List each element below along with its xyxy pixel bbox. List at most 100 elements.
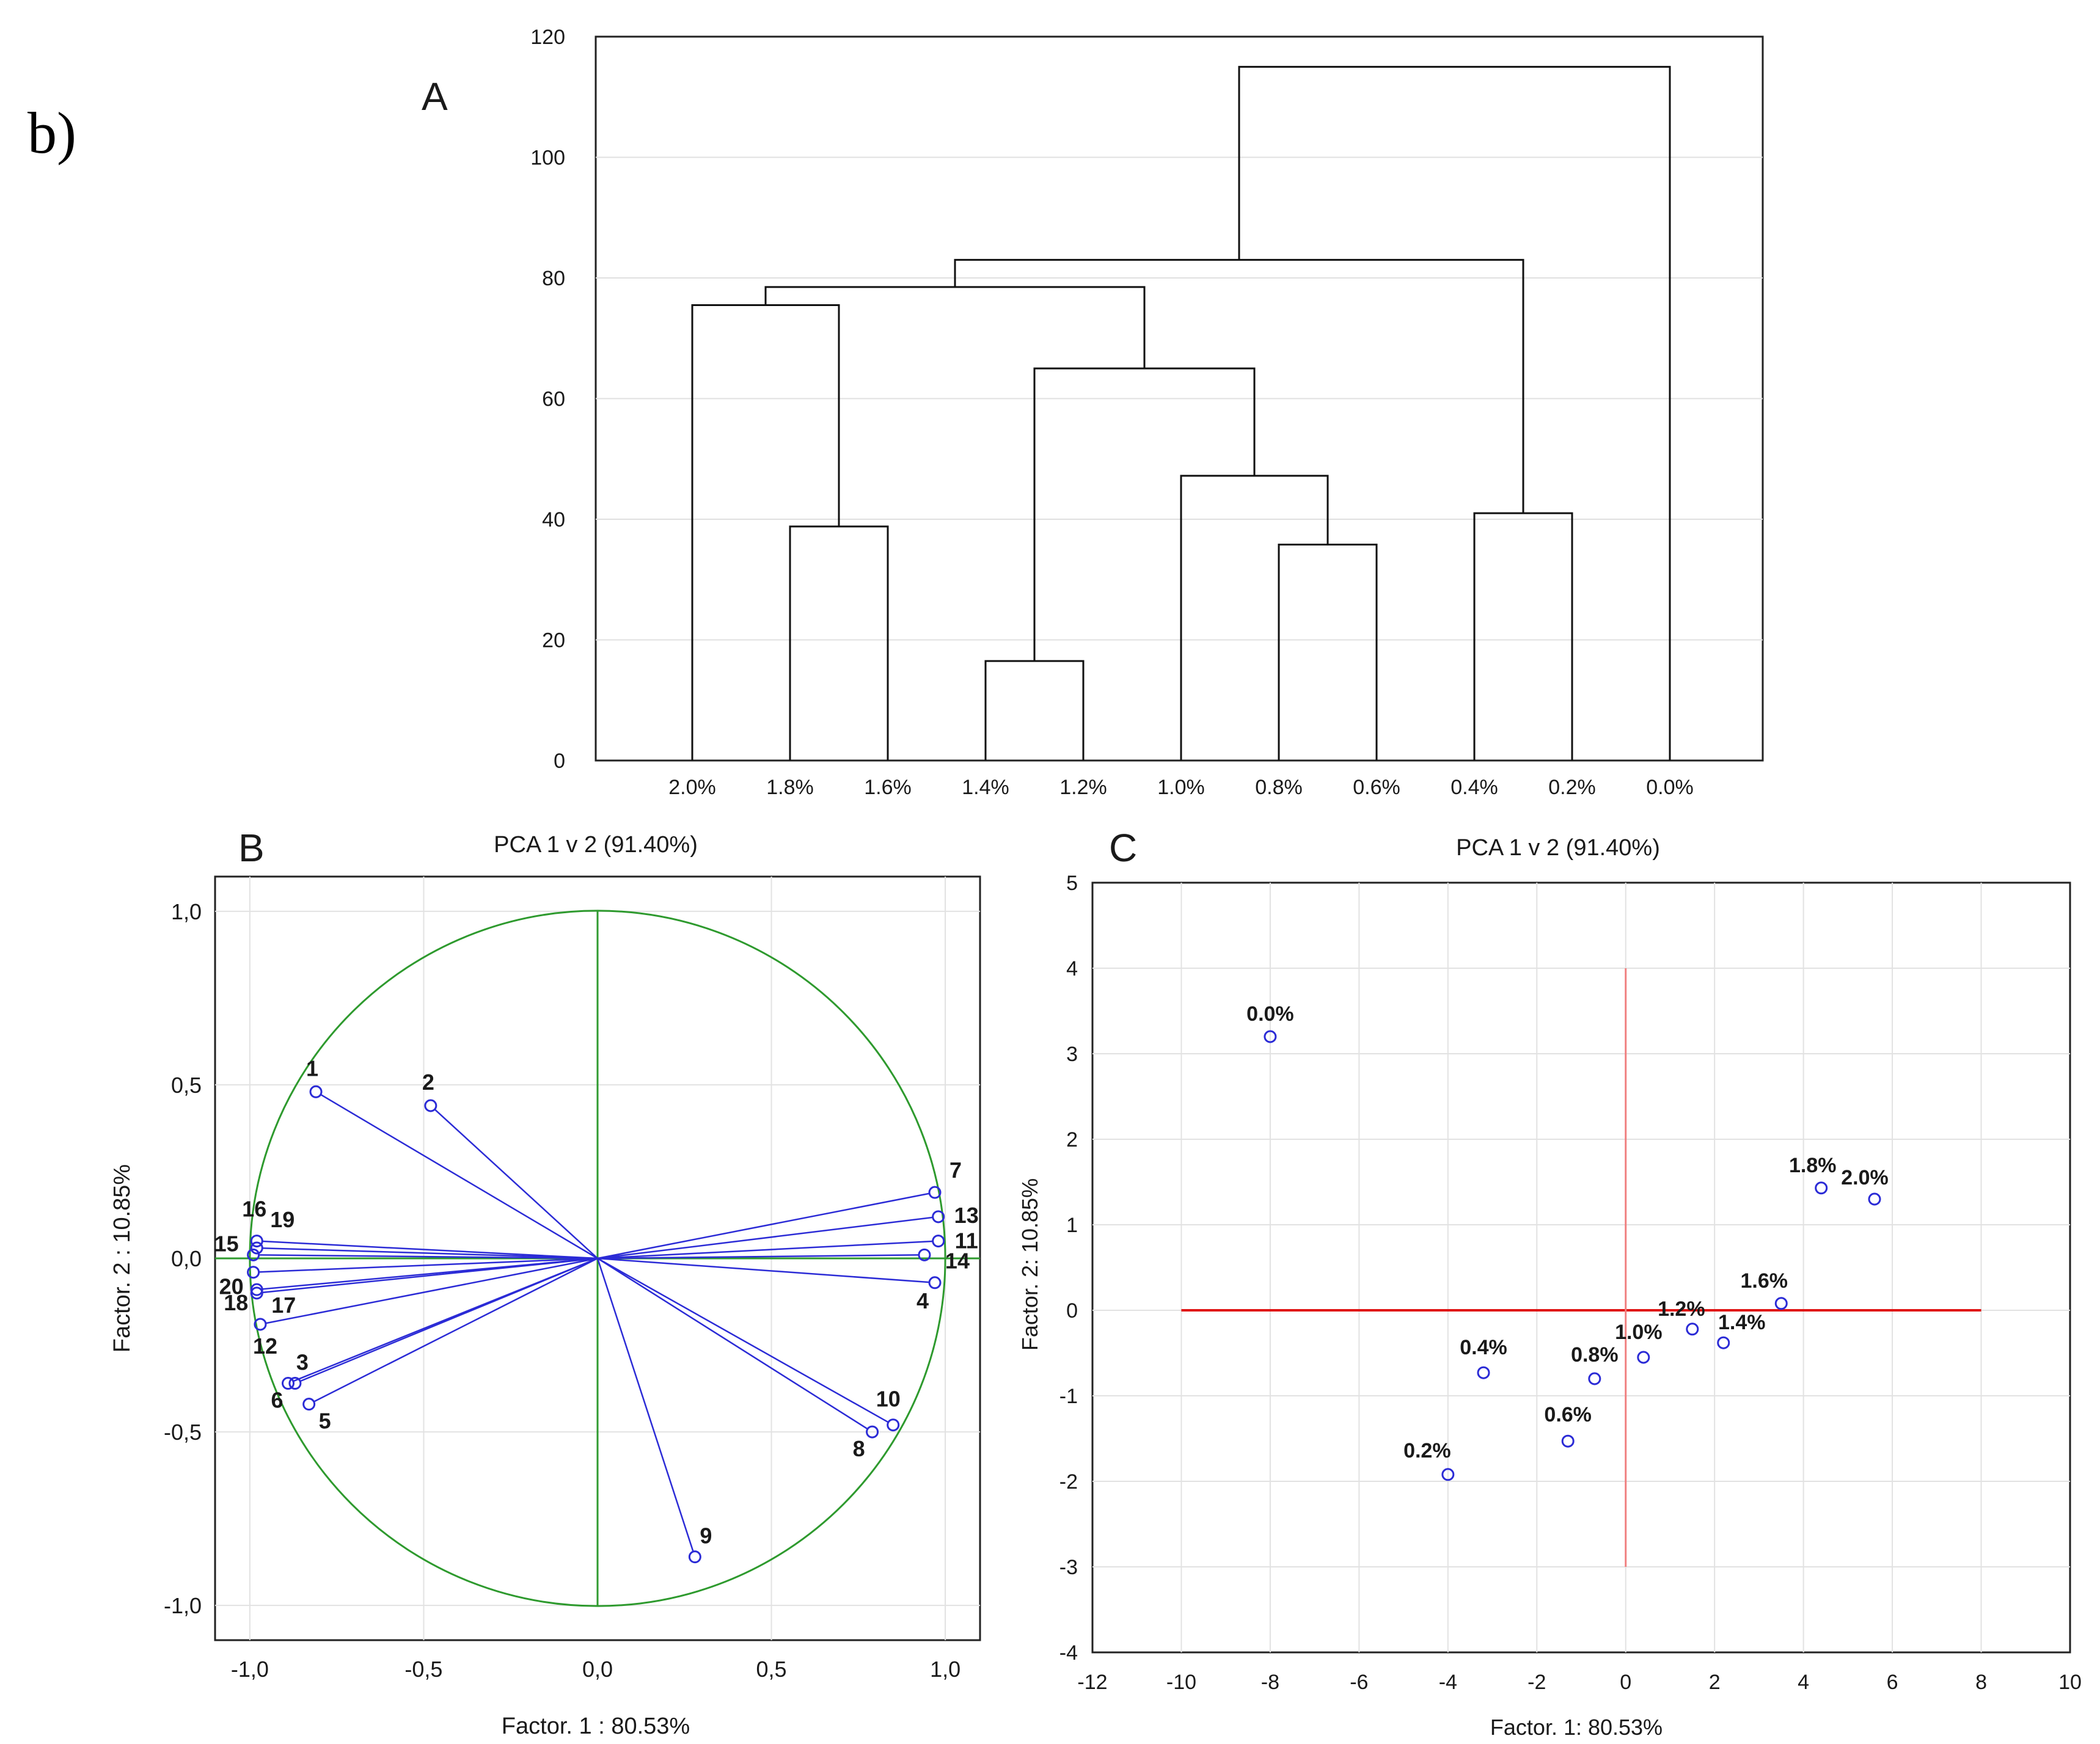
panel-b-point-label: 12 — [253, 1334, 277, 1359]
panel-b-label: B — [238, 826, 265, 870]
panel-b-point-label: 16 — [242, 1197, 266, 1222]
panel-b-loading-vector — [597, 1192, 930, 1260]
panel-b-loading-vector — [258, 1257, 598, 1273]
panel-c-scores: C PCA 1 v 2 (91.40%) -12 -10 -8 -6 -4 -2 0 2 4 6 8… — [1017, 826, 2082, 1740]
panel-b-ytick-label: 1,0 — [171, 899, 202, 924]
panel-b-xtick-label: 0,5 — [756, 1657, 787, 1682]
panel-c-xtick-label: -6 — [1350, 1671, 1368, 1694]
panel-a-leaf-label: 0.8% — [1255, 776, 1303, 799]
panel-a-leaf-label: 1.6% — [864, 776, 912, 799]
panel-b-loading-vector — [597, 1216, 933, 1260]
panel-c-point-label: 1.4% — [1718, 1311, 1766, 1334]
panel-b-loading-vector — [597, 1240, 933, 1260]
panel-b-loading-point — [887, 1418, 900, 1432]
panel-b-loading-point — [866, 1425, 879, 1439]
panel-b-point-label: 13 — [954, 1203, 979, 1228]
panel-b-loading-point — [250, 1235, 263, 1248]
panel-a-merge-link — [789, 525, 889, 761]
panel-b-point-label: 4 — [916, 1288, 929, 1313]
panel-b-point-label: 19 — [270, 1207, 295, 1232]
panel-b-point-label: 20 — [219, 1274, 244, 1299]
panel-a-dendrogram: A 0 20 40 60 80 100 120 2.0% 1.8% 1.6% 1.4% 1.2% 1.… — [422, 26, 1764, 799]
panel-c-ytick-label: 3 — [1066, 1043, 1078, 1066]
panel-a-ytick-label: 40 — [542, 508, 565, 531]
panel-b-ytick-label: 0,0 — [171, 1246, 202, 1271]
panel-a-leaf-label: 1.0% — [1157, 776, 1205, 799]
panel-b-xtick-label: 1,0 — [930, 1657, 960, 1682]
panel-c-xtick-label: 4 — [1798, 1671, 1809, 1694]
panel-b-ytick-label: -0,5 — [164, 1420, 202, 1445]
panel-c-xtick-label: 10 — [2058, 1671, 2082, 1694]
panel-c-point-label: 1.8% — [1789, 1154, 1837, 1177]
panel-b-loading-point — [688, 1550, 701, 1564]
panel-c-ytick-label: 1 — [1066, 1214, 1078, 1237]
panel-c-xtick-label: -8 — [1261, 1671, 1279, 1694]
panel-b-loading-vector — [313, 1257, 598, 1403]
panel-b-loading-point — [309, 1085, 323, 1098]
panel-b-point-label: 10 — [876, 1387, 901, 1412]
panel-b-point-label: 3 — [296, 1350, 309, 1375]
panel-b-point-label: 11 — [955, 1228, 978, 1253]
panel-b-ytick-label: 0,5 — [171, 1073, 202, 1098]
panel-a-ytick-label: 120 — [530, 26, 565, 49]
panel-a-leaf-label: 1.8% — [766, 776, 814, 799]
panel-c-frame — [1091, 881, 2071, 1654]
panel-a-leaf-label: 0.6% — [1353, 776, 1400, 799]
panel-c-xtick-label: 0 — [1620, 1671, 1631, 1694]
panel-c-ytick-label: -3 — [1059, 1556, 1078, 1579]
panel-a-ytick-label: 0 — [554, 750, 565, 773]
panel-c-score-point — [1264, 1030, 1277, 1043]
panel-b-point-label: 1 — [306, 1056, 318, 1081]
panel-b-loading-point — [302, 1398, 316, 1411]
panel-c-xtick-label: -12 — [1077, 1671, 1107, 1694]
panel-b-loading-vector — [293, 1257, 598, 1382]
panel-c-xtick-label: 2 — [1709, 1671, 1721, 1694]
panel-c-ytick-label: -4 — [1059, 1641, 1078, 1665]
panel-b-loading-point — [247, 1266, 260, 1279]
panel-b-ytick-label: -1,0 — [164, 1593, 202, 1618]
panel-c-label: C — [1109, 826, 1137, 870]
panel-b-loading-vector — [597, 1257, 889, 1423]
panel-a-merge-link — [691, 304, 840, 761]
panel-a-merge-link — [1238, 65, 1671, 761]
panel-c-point-label: 2.0% — [1841, 1166, 1889, 1189]
panel-b-loading-point — [932, 1210, 945, 1224]
panel-c-point-label: 0.8% — [1571, 1343, 1619, 1366]
panel-b-loading-vector — [262, 1240, 598, 1260]
panel-c-ytick-label: -1 — [1059, 1385, 1078, 1408]
panel-b-loading-vector — [265, 1257, 598, 1324]
panel-b-loading-point — [932, 1235, 945, 1248]
panel-b-loading-point — [424, 1099, 437, 1112]
panel-b-loading-point — [250, 1286, 263, 1300]
panel-b-xtick-label: 0,0 — [582, 1657, 613, 1682]
panel-b-point-label: 18 — [224, 1290, 248, 1315]
panel-c-ytick-label: 2 — [1066, 1128, 1078, 1151]
panel-c-score-point — [1686, 1323, 1699, 1336]
panel-c-xtick-label: -4 — [1439, 1671, 1457, 1694]
panel-a-label: A — [422, 75, 448, 119]
panel-b-point-label: 15 — [214, 1231, 239, 1256]
panel-b-loading-vector — [262, 1257, 598, 1290]
panel-c-score-point — [1477, 1366, 1490, 1379]
panel-c-ylabel: Factor. 2: 10.85% — [1017, 1178, 1042, 1351]
panel-a-leaf-label: 1.4% — [962, 776, 1009, 799]
panel-b-point-label: 7 — [949, 1158, 962, 1183]
panel-c-point-label: 0.2% — [1403, 1439, 1451, 1462]
panel-c-score-point — [1717, 1336, 1730, 1349]
panel-c-xtick-label: 8 — [1975, 1671, 1987, 1694]
panel-a-merge-link — [1473, 512, 1573, 761]
panel-b-title: PCA 1 v 2 (91.40%) — [494, 832, 698, 858]
panel-b-loading-vector — [597, 1257, 868, 1430]
panel-b-ylabel: Factor. 2 : 10.85% — [109, 1164, 135, 1352]
panel-a-leaf-label: 0.0% — [1646, 776, 1694, 799]
panel-b-point-label: 2 — [422, 1070, 434, 1095]
panel-b-loading-vector — [262, 1247, 598, 1260]
panel-b-xtick-label: -0,5 — [404, 1657, 442, 1682]
panel-b-loading-point — [250, 1283, 263, 1296]
panel-b-loading-point — [928, 1276, 942, 1290]
panel-a-ytick-label: 100 — [530, 147, 565, 170]
panel-c-point-label: 1.2% — [1658, 1297, 1705, 1321]
panel-b-point-label: 9 — [700, 1523, 712, 1549]
panel-c-point-label: 0.4% — [1460, 1336, 1507, 1359]
